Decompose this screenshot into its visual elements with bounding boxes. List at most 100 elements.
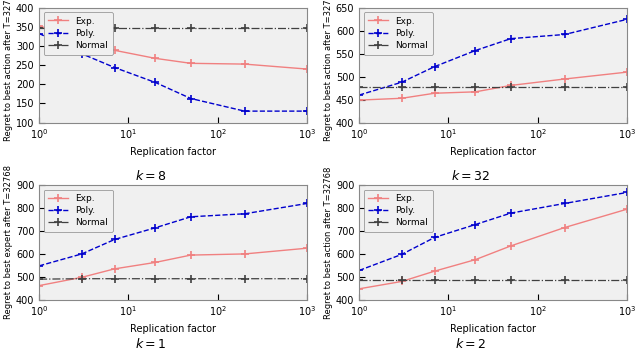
Poly. (431, 235, 438, 239)
Normal (78, 26, 86, 30)
Exp. (187, 253, 195, 257)
Text: $k = 1$: $k = 1$ (135, 338, 166, 352)
Line: Normal: Normal (355, 276, 631, 284)
Normal (507, 85, 515, 89)
Exp. (152, 260, 159, 265)
Poly. (187, 215, 195, 219)
Normal (431, 277, 438, 282)
Poly. (623, 190, 631, 195)
Poly. (623, 17, 631, 21)
Poly. (187, 96, 195, 101)
Normal (152, 26, 159, 30)
Poly. (398, 252, 406, 257)
Text: $k = 2$: $k = 2$ (455, 338, 486, 352)
Legend: Exp., Poly., Normal: Exp., Poly., Normal (44, 190, 113, 232)
Poly. (35, 264, 43, 268)
Normal (561, 85, 568, 89)
Poly. (35, 31, 43, 36)
Poly. (78, 52, 86, 56)
Exp. (507, 244, 515, 248)
Normal (187, 277, 195, 281)
Poly. (355, 93, 363, 97)
Line: Exp.: Exp. (35, 22, 311, 73)
Legend: Exp., Poly., Normal: Exp., Poly., Normal (364, 12, 433, 55)
Exp. (241, 252, 248, 256)
Normal (472, 85, 479, 89)
Text: $k = 32$: $k = 32$ (451, 169, 490, 183)
Line: Exp.: Exp. (355, 205, 631, 293)
Poly. (152, 80, 159, 84)
Normal (355, 85, 363, 89)
Y-axis label: Regret to best action after T=32768: Regret to best action after T=32768 (324, 166, 333, 319)
Line: Normal: Normal (35, 275, 311, 283)
Poly. (472, 222, 479, 227)
Normal (355, 277, 363, 282)
Exp. (78, 275, 86, 279)
Y-axis label: Regret to best action after T=32768: Regret to best action after T=32768 (4, 0, 13, 142)
Poly. (431, 64, 438, 69)
Exp. (623, 207, 631, 211)
Exp. (507, 83, 515, 88)
Normal (152, 277, 159, 281)
Normal (78, 277, 86, 281)
Poly. (507, 37, 515, 41)
Line: Normal: Normal (355, 83, 631, 91)
Poly. (472, 49, 479, 53)
Exp. (152, 56, 159, 61)
Exp. (431, 91, 438, 95)
Poly. (303, 109, 311, 113)
Exp. (561, 225, 568, 230)
X-axis label: Replication factor: Replication factor (450, 324, 536, 334)
Normal (303, 26, 311, 30)
Poly. (355, 268, 363, 272)
Poly. (507, 211, 515, 215)
Exp. (35, 283, 43, 288)
Poly. (561, 32, 568, 37)
Legend: Exp., Poly., Normal: Exp., Poly., Normal (364, 190, 433, 232)
Normal (303, 277, 311, 281)
Line: Poly.: Poly. (35, 199, 311, 270)
Exp. (623, 70, 631, 74)
Normal (35, 26, 43, 30)
Poly. (561, 201, 568, 206)
Exp. (111, 48, 118, 52)
Exp. (472, 258, 479, 262)
Poly. (303, 201, 311, 206)
Exp. (561, 77, 568, 81)
Exp. (472, 90, 479, 94)
Normal (241, 277, 248, 281)
Normal (111, 26, 118, 30)
Normal (398, 85, 406, 89)
Normal (507, 277, 515, 282)
Exp. (303, 67, 311, 71)
Exp. (187, 61, 195, 65)
Normal (398, 277, 406, 282)
Exp. (355, 98, 363, 102)
Exp. (355, 287, 363, 291)
Legend: Exp., Poly., Normal: Exp., Poly., Normal (44, 12, 113, 55)
Poly. (111, 65, 118, 70)
Normal (561, 277, 568, 282)
Poly. (78, 252, 86, 256)
Exp. (303, 246, 311, 250)
Exp. (241, 62, 248, 66)
Poly. (152, 226, 159, 230)
Line: Poly.: Poly. (355, 188, 631, 275)
Poly. (241, 109, 248, 113)
Line: Exp.: Exp. (355, 68, 631, 104)
Exp. (35, 24, 43, 28)
Y-axis label: Regret to best action after T=32768: Regret to best action after T=32768 (324, 0, 333, 142)
Normal (241, 26, 248, 30)
Normal (431, 85, 438, 89)
Normal (623, 85, 631, 89)
Exp. (431, 269, 438, 273)
Normal (472, 277, 479, 282)
Normal (35, 277, 43, 281)
Exp. (111, 267, 118, 271)
Exp. (78, 38, 86, 43)
X-axis label: Replication factor: Replication factor (130, 324, 216, 334)
Y-axis label: Regret to best expert after T=32768: Regret to best expert after T=32768 (4, 165, 13, 320)
Poly. (398, 80, 406, 84)
Text: $k = 8$: $k = 8$ (134, 169, 166, 183)
Poly. (111, 237, 118, 241)
